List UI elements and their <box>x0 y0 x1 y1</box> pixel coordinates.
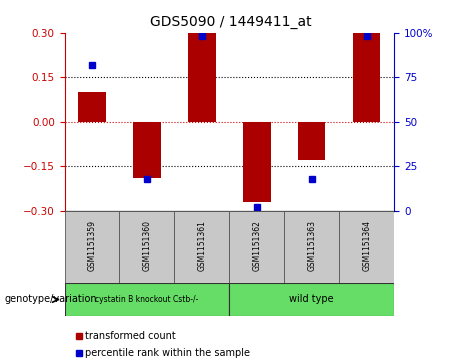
Text: cystatin B knockout Cstb-/-: cystatin B knockout Cstb-/- <box>95 295 199 304</box>
Text: wild type: wild type <box>290 294 334 305</box>
Text: GSM1151362: GSM1151362 <box>252 220 261 271</box>
Bar <box>339 211 394 283</box>
Text: percentile rank within the sample: percentile rank within the sample <box>85 348 250 358</box>
Bar <box>229 211 284 283</box>
Text: transformed count: transformed count <box>85 331 176 341</box>
Bar <box>353 33 380 122</box>
Text: GSM1151363: GSM1151363 <box>307 220 316 271</box>
Bar <box>65 283 229 316</box>
Text: GDS5090 / 1449411_at: GDS5090 / 1449411_at <box>150 15 311 29</box>
Bar <box>78 92 106 122</box>
Text: GSM1151364: GSM1151364 <box>362 220 371 271</box>
Text: GSM1151359: GSM1151359 <box>88 220 96 271</box>
Text: GSM1151361: GSM1151361 <box>197 220 207 271</box>
Bar <box>65 211 119 283</box>
Bar <box>119 211 174 283</box>
Bar <box>298 122 325 160</box>
Bar <box>243 122 271 202</box>
Bar <box>174 211 229 283</box>
Bar <box>188 33 216 122</box>
Text: GSM1151360: GSM1151360 <box>142 220 152 271</box>
Text: genotype/variation: genotype/variation <box>5 294 97 305</box>
Bar <box>229 283 394 316</box>
Bar <box>133 122 161 178</box>
Bar <box>284 211 339 283</box>
